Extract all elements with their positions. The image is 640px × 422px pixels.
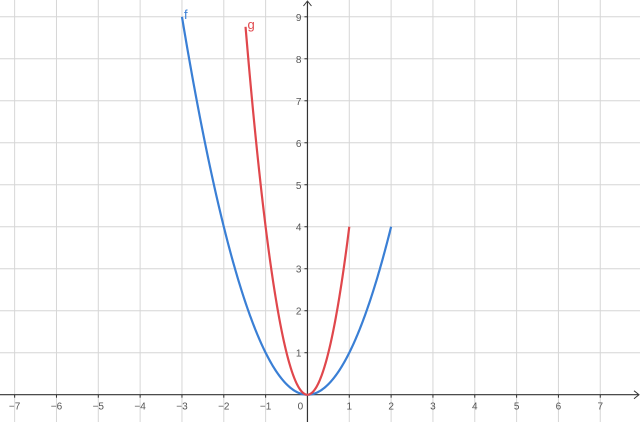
x-tick-label: 0 [298, 402, 304, 413]
x-tick-label: 6 [556, 402, 562, 413]
y-tick-label: 2 [296, 307, 302, 318]
x-tick-label: −2 [218, 402, 230, 413]
x-tick-label: −7 [9, 402, 21, 413]
curve-g [244, 26, 351, 396]
y-tick-label: 4 [296, 223, 302, 234]
x-tick-label: 7 [597, 402, 603, 413]
y-tick-label: 5 [296, 181, 302, 192]
x-tick-label: −3 [176, 402, 188, 413]
x-tick-label: 3 [430, 402, 436, 413]
y-axis-arrow [303, 0, 312, 7]
x-tick-label: −6 [51, 402, 63, 413]
x-tick-label: −4 [134, 402, 146, 413]
y-tick-label: 1 [296, 349, 302, 360]
y-tick-label: 8 [296, 55, 302, 66]
x-tick-label: 5 [514, 402, 520, 413]
x-tick-label: 1 [346, 402, 352, 413]
curve-label-g: g [248, 17, 255, 32]
x-tick-label: 4 [472, 402, 478, 413]
y-tick-label: 3 [296, 265, 302, 276]
tick-labels: −7 −6 −5 −4 −3 −2 −1 0 1 2 3 4 5 6 7 1 2 3 4 5 6 7 8 9 [9, 13, 604, 413]
x-tick-label: 2 [388, 402, 394, 413]
curve-label-f: f [184, 7, 188, 22]
x-tick-label: −5 [93, 402, 105, 413]
y-tick-label: 6 [296, 139, 302, 150]
curve-f [180, 16, 393, 396]
y-tick-label: 9 [296, 13, 302, 24]
y-tick-label: 7 [296, 97, 302, 108]
curves: fg [180, 7, 393, 396]
x-tick-label: −1 [260, 402, 272, 413]
x-axis-arrow [633, 390, 640, 400]
